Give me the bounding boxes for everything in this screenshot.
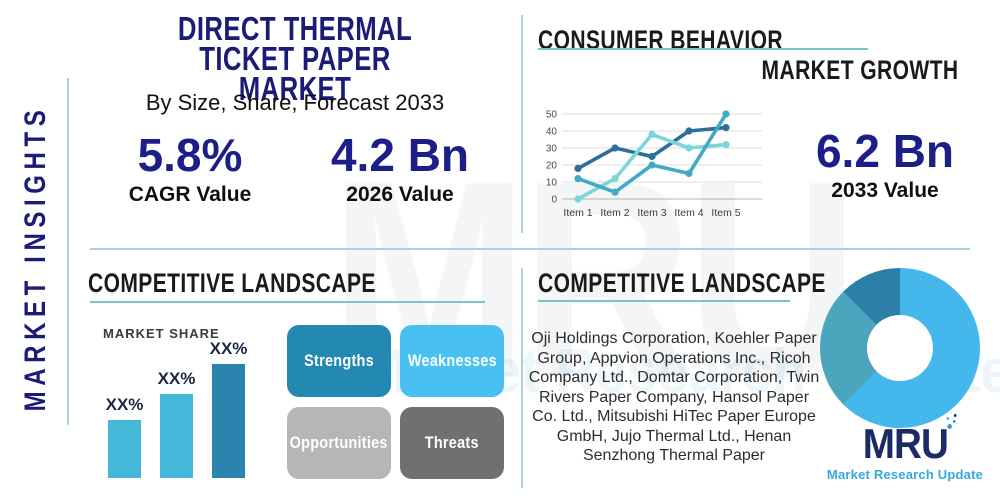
left-section-divider [67, 78, 69, 425]
data-point-dark-blue [648, 152, 656, 161]
consumer-behavior-heading: CONSUMER BEHAVIOR [538, 25, 852, 56]
mru-logo-tagline: Market Research Update [826, 467, 984, 482]
data-point-light-teal [648, 130, 656, 138]
swot-opportunities-box: Opportunities [287, 407, 391, 479]
company-list: Oji Holdings Corporation, Koehler Paper … [528, 330, 820, 464]
y-tick-label: 40 [546, 127, 558, 138]
data-point-medium-teal [574, 175, 582, 183]
competitive-landscape-left-heading: COMPETITIVE LANDSCAPE [88, 268, 457, 299]
market-share-donut-chart [820, 268, 980, 428]
bar [212, 364, 245, 478]
bottom-center-divider [521, 268, 523, 488]
bar [108, 420, 141, 478]
market-2026-label: 2026 Value [346, 183, 454, 206]
bar-column: XX% [157, 369, 196, 478]
market-2033-stat: 6.2 Bn 2033 Value [800, 126, 970, 203]
market-share-bar-chart: XX% XX% XX% [105, 336, 268, 478]
data-point-dark-blue [574, 164, 582, 172]
market-growth-heading-text: MARKET GROWTH [761, 55, 958, 85]
y-tick-label: 10 [546, 178, 558, 189]
swot-grid: Strengths Weaknesses Opportunities Threa… [287, 325, 504, 479]
cagr-label: CAGR Value [128, 183, 252, 206]
data-point-light-teal [574, 195, 582, 203]
page-title-line2: MARKET [238, 70, 352, 107]
vertical-label-text: MARKET INSIGHTS [19, 104, 52, 412]
top-center-divider [521, 15, 523, 233]
page-title: DIRECT THERMAL TICKET PAPER MARKET [127, 10, 462, 107]
market-growth-line-chart: 0 10 20 30 40 50 Item 1 Item 2 Item 3 Item 4 Item … [546, 110, 762, 219]
market-2026-stat: 4.2 Bn 2026 Value [320, 130, 480, 207]
x-tick-label: Item 3 [637, 207, 666, 219]
x-tick-label: Item 4 [674, 207, 703, 219]
horizontal-divider [90, 248, 970, 250]
bar-column: XX% [105, 395, 144, 478]
market-2026-value: 4.2 Bn [330, 129, 470, 181]
data-point-medium-teal [611, 188, 619, 196]
data-point-medium-teal [648, 161, 656, 169]
x-tick-label: Item 1 [563, 207, 592, 219]
data-point-dark-blue [685, 127, 693, 135]
data-point-dark-blue [611, 144, 619, 152]
swot-weaknesses-label: Weaknesses [407, 351, 497, 370]
y-tick-label: 30 [546, 144, 558, 155]
bar-value-label: XX% [105, 395, 144, 414]
data-point-dark-blue [722, 124, 730, 132]
competitive-landscape-right-underline [538, 300, 790, 302]
data-point-medium-teal [685, 169, 693, 178]
donut-hole [867, 315, 933, 381]
mru-logo-text: MRU [862, 420, 952, 467]
competitive-landscape-right-heading-text: COMPETITIVE LANDSCAPE [538, 268, 826, 298]
competitive-landscape-left-underline [90, 301, 485, 303]
swot-strengths-box: Strengths [287, 325, 391, 397]
market-2033-label: 2033 Value [831, 179, 939, 202]
y-tick-label: 20 [546, 161, 558, 172]
market-2033-value: 6.2 Bn [815, 125, 955, 177]
y-tick-label: 50 [546, 110, 558, 121]
market-share-title: MARKET SHARE [103, 326, 220, 341]
x-tick-label: Item 2 [600, 207, 629, 219]
data-point-light-teal [611, 175, 619, 183]
bar-value-label: XX% [209, 339, 248, 358]
swot-weaknesses-box: Weaknesses [400, 325, 504, 397]
competitive-landscape-left-heading-text: COMPETITIVE LANDSCAPE [88, 268, 376, 298]
mru-logo-letters: MRU [862, 420, 948, 467]
data-point-light-teal [685, 144, 693, 152]
bar [160, 394, 193, 478]
page-subtitle: By Size, Share, Forecast 2033 [145, 90, 445, 115]
mru-logo: MRU Market Research Update [820, 420, 990, 483]
x-tick-label: Item 5 [711, 207, 740, 219]
data-point-medium-teal [722, 110, 730, 118]
data-point-light-teal [722, 141, 730, 149]
y-tick-label: 0 [551, 195, 557, 206]
page-title-line1: DIRECT THERMAL TICKET PAPER [177, 10, 413, 77]
water-splash-icon [946, 424, 952, 429]
consumer-behavior-heading-text: CONSUMER BEHAVIOR [538, 25, 783, 55]
bar-column: XX% [209, 339, 248, 478]
competitive-landscape-right-heading: COMPETITIVE LANDSCAPE [538, 268, 907, 299]
consumer-behavior-underline [538, 48, 868, 50]
market-growth-heading: MARKET GROWTH [638, 55, 958, 86]
swot-threats-box: Threats [400, 407, 504, 479]
swot-opportunities-label: Opportunities [289, 433, 389, 452]
swot-threats-label: Threats [424, 433, 479, 452]
cagr-stat: 5.8% CAGR Value [115, 130, 265, 207]
bar-value-label: XX% [157, 369, 196, 388]
swot-strengths-label: Strengths [304, 351, 374, 370]
cagr-value: 5.8% [137, 129, 243, 181]
